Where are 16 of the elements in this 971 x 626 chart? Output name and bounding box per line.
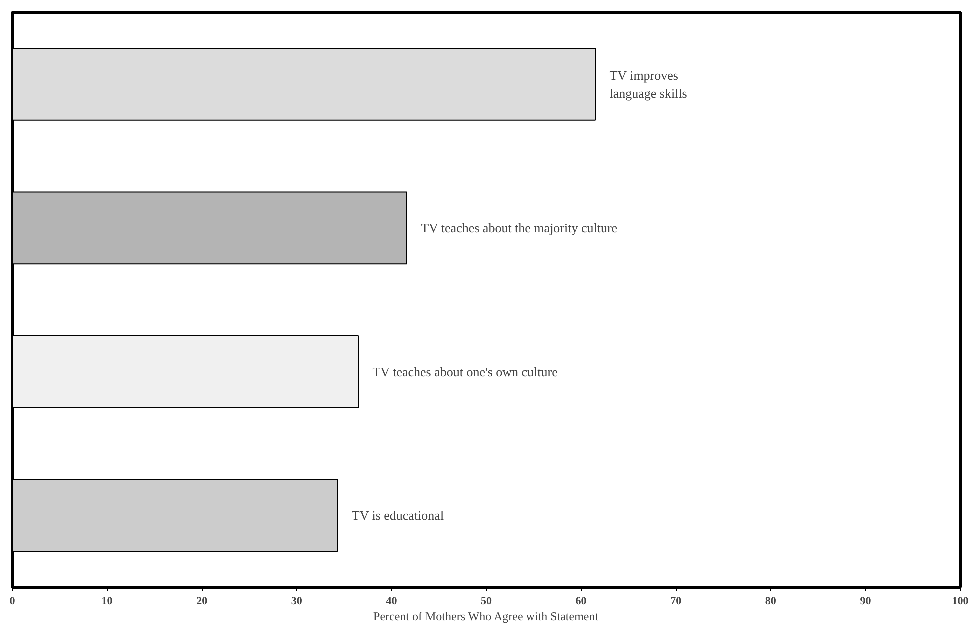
x-tick-label: 70 [670, 596, 682, 608]
x-tick-label: 30 [291, 596, 303, 608]
y-tick-label: TV improves language skills [610, 68, 688, 101]
x-tick-label: 50 [481, 596, 492, 608]
x-axis-title: Percent of Mothers Who Agree with Statement [374, 610, 600, 624]
y-tick-label: TV teaches about one's own culture [372, 364, 558, 380]
x-tick-label: 60 [576, 596, 588, 608]
x-tick-label: 100 [952, 596, 970, 608]
x-tick-label: 80 [765, 596, 777, 608]
x-tick-label: 90 [860, 596, 872, 608]
x-tick-label: 40 [386, 596, 398, 608]
y-tick-label: TV teaches about the majority culture [421, 220, 618, 236]
x-tick-label: 0 [10, 596, 16, 608]
y-tick-label: TV is educational [352, 508, 444, 524]
x-tick-label: 20 [196, 596, 208, 608]
x-tick-label: 10 [102, 596, 114, 608]
